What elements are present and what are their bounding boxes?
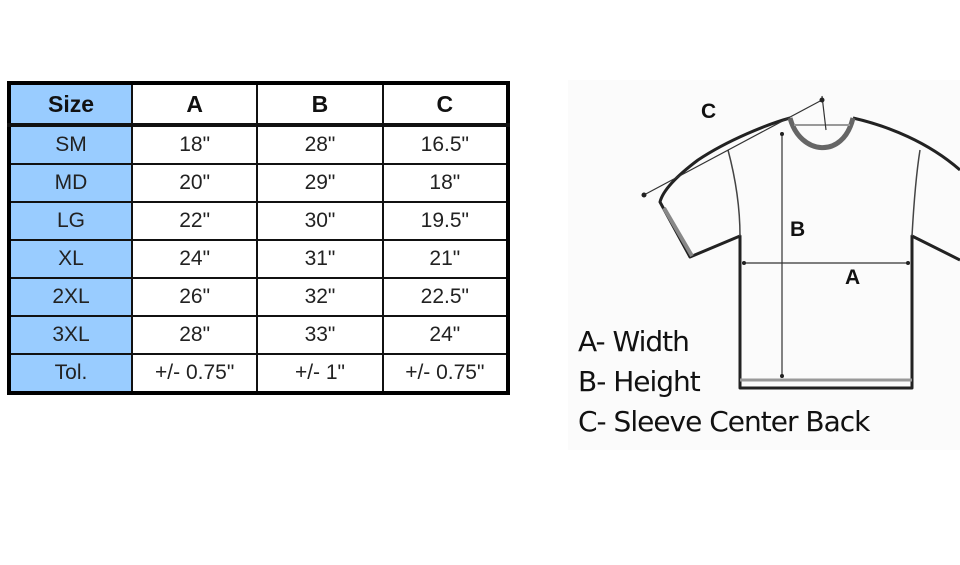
shirt-right-shoulder: [852, 116, 960, 172]
measurement-cell: 24": [381, 315, 510, 355]
collar: [787, 117, 856, 151]
table-row: MD 20" 29" 18": [8, 163, 510, 203]
measurement-cell: +/- 0.75": [130, 353, 259, 394]
measurement-cell: 22": [130, 201, 259, 241]
measurement-cell: 19.5": [381, 201, 510, 241]
table-row: Tol. +/- 0.75" +/- 1" +/- 0.75": [8, 353, 510, 394]
legend-sleeve: C- Sleeve Center Back: [578, 405, 870, 438]
measurement-cell: 20": [130, 163, 259, 203]
table-row: 3XL 28" 33" 24": [8, 315, 510, 355]
label-a: A: [845, 266, 861, 289]
tshirt-outline: [641, 95, 960, 390]
label-b: B: [790, 218, 806, 241]
shirt-body: [658, 116, 960, 390]
header-row: Size A B C: [8, 82, 510, 127]
table-row: 2XL 26" 32" 22.5": [8, 277, 510, 317]
measurement-cell: 18": [381, 163, 510, 203]
measurement-cell: 22.5": [381, 277, 510, 317]
size-label-cell: 2XL: [8, 277, 133, 317]
header-a: A: [130, 82, 259, 127]
label-c: C: [701, 100, 717, 123]
legend-height: B- Height: [578, 365, 701, 398]
size-label-cell: SM: [8, 124, 133, 165]
size-label-cell: Tol.: [8, 353, 133, 394]
header-c: C: [381, 82, 510, 127]
measurement-cell: 28": [256, 124, 384, 165]
table-row: LG 22" 30" 19.5": [8, 201, 510, 241]
measurement-cell: 16.5": [381, 124, 510, 165]
sleeve-line: [641, 99, 823, 197]
legend-width: A- Width: [578, 325, 690, 358]
tshirt-diagram: C B A A- Width B- Height C- Sleeve Cente…: [568, 80, 960, 450]
size-label-cell: 3XL: [8, 315, 133, 355]
measurement-cell: 24": [130, 239, 259, 279]
size-label-cell: MD: [8, 163, 133, 203]
table-row: SM 18" 28" 16.5": [8, 124, 510, 165]
measurement-cell: 28": [130, 315, 259, 355]
measurement-cell: +/- 1": [256, 353, 384, 394]
size-chart-table: Size A B C SM 18" 28" 16.5" MD 20" 29" 18" LG 22"…: [7, 81, 510, 395]
measurement-cell: 29": [256, 163, 384, 203]
measurement-cell: +/- 0.75": [381, 353, 510, 394]
table-row: XL 24" 31" 21": [8, 239, 510, 279]
measurement-cell: 31": [256, 239, 384, 279]
size-label-cell: LG: [8, 201, 133, 241]
measurement-cell: 26": [130, 277, 259, 317]
header-b: B: [256, 82, 384, 127]
header-size: Size: [8, 82, 133, 127]
measurement-cell: 30": [256, 201, 384, 241]
measurement-cell: 18": [130, 124, 259, 165]
size-label-cell: XL: [8, 239, 133, 279]
measurement-cell: 33": [256, 315, 384, 355]
measurement-cell: 32": [256, 277, 384, 317]
measurement-cell: 21": [381, 239, 510, 279]
